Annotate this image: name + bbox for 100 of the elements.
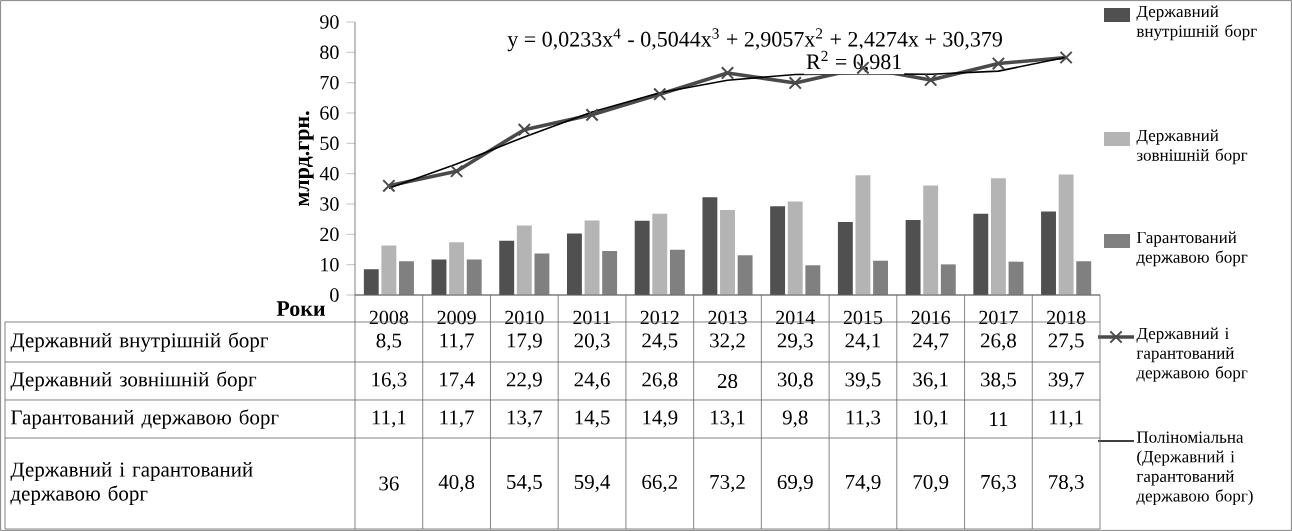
data-label: 28 — [717, 373, 738, 389]
x-axis-title: Роки — [276, 301, 326, 316]
data-label: 11,7 — [440, 333, 474, 351]
data-label: 17,9 — [507, 333, 542, 351]
y-axis-title: млрд.грн. — [298, 111, 314, 207]
point — [991, 56, 1006, 71]
x-tick-label: 2016 — [911, 310, 951, 325]
data-label: 16,3 — [372, 372, 407, 390]
bar — [449, 242, 465, 295]
x-tick-label: 2013 — [708, 310, 747, 325]
bar — [855, 175, 871, 295]
x-tick-label: 2012 — [640, 310, 679, 325]
legend-label: Державний і гарантований державою борг — [1136, 327, 1248, 382]
data-label: 36,1 — [913, 372, 948, 390]
data-label: 11,1 — [1050, 410, 1083, 428]
y-tick-label: 50 — [320, 136, 339, 151]
data-label: 74,9 — [845, 474, 881, 493]
bar — [652, 213, 668, 295]
data-label: 76,3 — [981, 474, 1016, 493]
data-label: 11,3 — [846, 410, 881, 428]
x-tick-label: 2009 — [437, 310, 476, 325]
bar — [770, 206, 786, 295]
data-label: 78,3 — [1049, 474, 1084, 493]
x-tick-label: 2010 — [505, 310, 544, 325]
y-tick-label: 70 — [320, 75, 339, 90]
data-label: 27,5 — [1048, 333, 1084, 351]
data-label: 29,3 — [777, 333, 813, 351]
x-tick-label: 2008 — [369, 310, 409, 325]
data-label: 13,1 — [710, 410, 745, 428]
x-tick-label: 2014 — [776, 310, 815, 325]
bar — [669, 249, 685, 295]
text: Державний внутрішній борг — [10, 332, 268, 352]
point — [1059, 50, 1073, 65]
y-tick-label: 40 — [319, 166, 339, 181]
bar — [399, 261, 414, 295]
data-label: 26,8 — [980, 333, 1016, 351]
point — [788, 76, 802, 90]
y-tick-label: 60 — [320, 106, 339, 120]
x-tick-label: 2017 — [979, 310, 1018, 325]
data-label: 14,9 — [643, 410, 678, 428]
data-label: 13,7 — [507, 410, 543, 428]
bar — [702, 197, 718, 295]
point — [653, 87, 667, 101]
data-label: 24,7 — [913, 333, 949, 351]
bar — [602, 251, 618, 295]
bar — [1041, 211, 1056, 295]
data-label: 24,1 — [845, 333, 881, 351]
data-label: 22,9 — [506, 372, 542, 390]
bar — [737, 255, 753, 295]
bar — [873, 260, 889, 295]
text: Гарантований державою борг — [11, 409, 279, 429]
bar — [584, 220, 600, 295]
bar — [720, 210, 735, 295]
y-tick-label: 10 — [321, 257, 339, 272]
data-label: 14,5 — [575, 410, 610, 428]
bar — [381, 245, 397, 295]
bar — [1076, 261, 1092, 295]
data-label: 17,4 — [440, 372, 475, 390]
data-label: 30,8 — [777, 372, 813, 390]
data-label: 39,5 — [845, 372, 881, 390]
y-tick-label: 80 — [320, 45, 339, 60]
point — [720, 66, 735, 80]
bar — [499, 240, 515, 295]
bar — [363, 269, 379, 295]
point — [924, 73, 938, 87]
point — [517, 123, 531, 137]
legend-label: Гарантований державою борг — [1136, 231, 1248, 267]
data-label: 9,8 — [782, 410, 808, 428]
legend-label: Державний зовнішній борг — [1136, 129, 1248, 165]
bar — [566, 233, 582, 295]
data-label: 8,5 — [376, 333, 402, 351]
bar — [805, 265, 821, 295]
data-label: 54,5 — [507, 475, 542, 493]
data-label: 36 — [379, 476, 399, 491]
data-label: 11 — [990, 412, 1008, 426]
data-label: 20,3 — [574, 333, 610, 351]
data-label: 24,6 — [574, 372, 610, 390]
data-label: 40,8 — [438, 474, 475, 493]
bar — [923, 185, 939, 295]
bar — [1008, 261, 1024, 295]
legend-label: Державний внутрішній борг — [1136, 5, 1257, 41]
data-label: 11,7 — [440, 410, 474, 428]
text: Державний зовнішній борг — [10, 371, 257, 391]
bar — [905, 220, 921, 295]
bar — [940, 264, 956, 295]
x-tick-label: 2011 — [573, 310, 611, 325]
y-tick-label: 20 — [320, 227, 339, 242]
point — [382, 179, 396, 193]
bar — [431, 259, 447, 295]
data-label: 11,1 — [372, 410, 406, 428]
legend-label: Поліноміальна (Державний і гарантований державою борг) — [1136, 431, 1253, 506]
bar — [787, 201, 803, 295]
text: Державний і гарантований державою борг — [10, 462, 253, 505]
point — [585, 108, 599, 122]
data-label: 69,9 — [777, 474, 813, 493]
y-tick-label: 30 — [320, 197, 339, 211]
data-label: 73,2 — [710, 474, 745, 493]
bar — [973, 213, 989, 295]
data-label: 26,8 — [642, 372, 678, 390]
data-label: 59,4 — [574, 474, 611, 493]
